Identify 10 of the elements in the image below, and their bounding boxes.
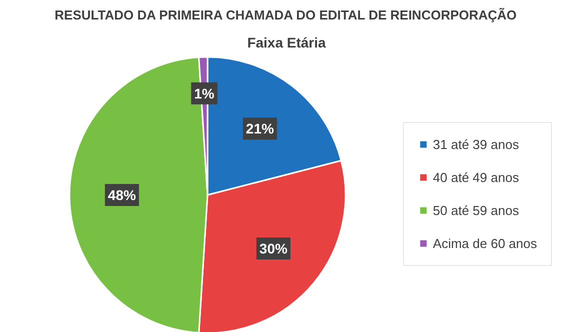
data-label: 48% [108,186,136,203]
legend-label: 50 até 59 anos [432,202,519,218]
data-label: 21% [246,120,274,137]
chart-subtitle: Faixa Etária [247,34,326,50]
data-label: 1% [194,85,215,102]
legend-label: 31 até 39 anos [432,136,519,152]
chart-title: RESULTADO DA PRIMEIRA CHAMADA DO EDITAL DE REINCORPORAÇÃO [54,8,517,22]
data-label: 30% [259,240,288,257]
legend-label: Acima de 60 anos [432,236,537,250]
legend-label: 40 até 49 anos [432,170,519,184]
